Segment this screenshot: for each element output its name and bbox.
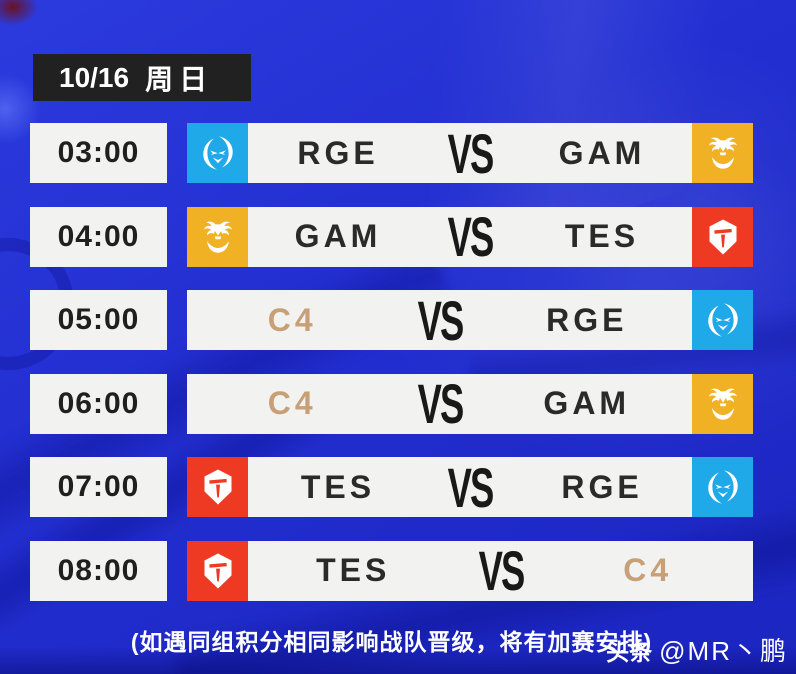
gam-logo-icon [187,206,248,267]
team-name-right: GAM [543,385,631,421]
team-name-left: GAM [294,218,382,254]
match-bar: RGE VS GAM [187,121,753,185]
match-row: 03:00 RGE VS GAM [30,121,753,185]
bg-shape [0,0,38,26]
team-name-right: TES [564,218,640,254]
match-list: 03:00 RGE VS GAM 04:00 GAM VS TES 05:00 C4 VS… [30,121,753,624]
team-name-right: RGE [561,468,643,505]
team-name-left: RGE [297,134,379,171]
match-bar: TES VS C4 [187,539,753,602]
watermark-handle: @MR丶鹏 [659,636,788,666]
rogue-logo-icon [187,123,248,183]
rogue-logo-icon [692,290,753,350]
team-name-left: C4 [267,301,317,338]
match-bar: TES VS RGE [187,455,753,519]
team-name-right: C4 [623,552,673,588]
vs-label: VS [417,372,464,435]
match-row: 06:00 C4 VS GAM [30,372,753,435]
gam-logo-icon [692,373,753,434]
date-label: 10/16 [59,61,130,93]
rogue-logo-icon [692,457,753,517]
vs-label: VS [417,288,464,352]
match-row: 08:00 TES VS C4 [30,539,753,602]
watermark: 头条 @MR丶鹏 [606,631,788,668]
vs-label: VS [447,455,495,519]
tes-logo-icon [187,540,248,601]
vs-label: VS [478,539,525,602]
gam-logo-icon [692,123,753,183]
row-gap [167,541,187,601]
row-gap [167,374,187,434]
vs-label: VS [447,205,495,268]
tes-logo-icon [187,457,248,517]
team-name-left: C4 [267,385,317,421]
row-gap [167,290,187,350]
match-time: 04:00 [30,206,167,267]
team-name-right: GAM [558,134,646,171]
row-gap [167,207,187,267]
vs-label: VS [447,121,495,185]
match-time: 08:00 [30,540,167,601]
match-row: 05:00 C4 VS RGE [30,288,753,352]
team-name-right: RGE [546,301,628,338]
match-time: 05:00 [30,290,167,350]
weekday-label: 周日 [145,63,214,95]
match-row: 04:00 GAM VS TES [30,205,753,268]
tes-logo-icon [692,206,753,267]
match-time: 07:00 [30,457,167,517]
row-gap [167,457,187,517]
team-name-left: TES [316,552,391,588]
match-time: 03:00 [30,123,167,183]
match-time: 06:00 [30,373,167,434]
watermark-brand: 头条 [606,639,653,665]
match-row: 07:00 TES VS RGE [30,455,753,519]
team-name-left: TES [300,468,376,505]
match-bar: C4 VS RGE [187,288,753,352]
date-header: 10/16 周日 [33,54,251,101]
match-bar: C4 VS GAM [187,372,753,435]
match-bar: GAM VS TES [187,205,753,268]
row-gap [167,123,187,183]
tiebreaker-note: (如遇同组积分相同影响战队晋级，将有加赛安排) [130,629,653,655]
